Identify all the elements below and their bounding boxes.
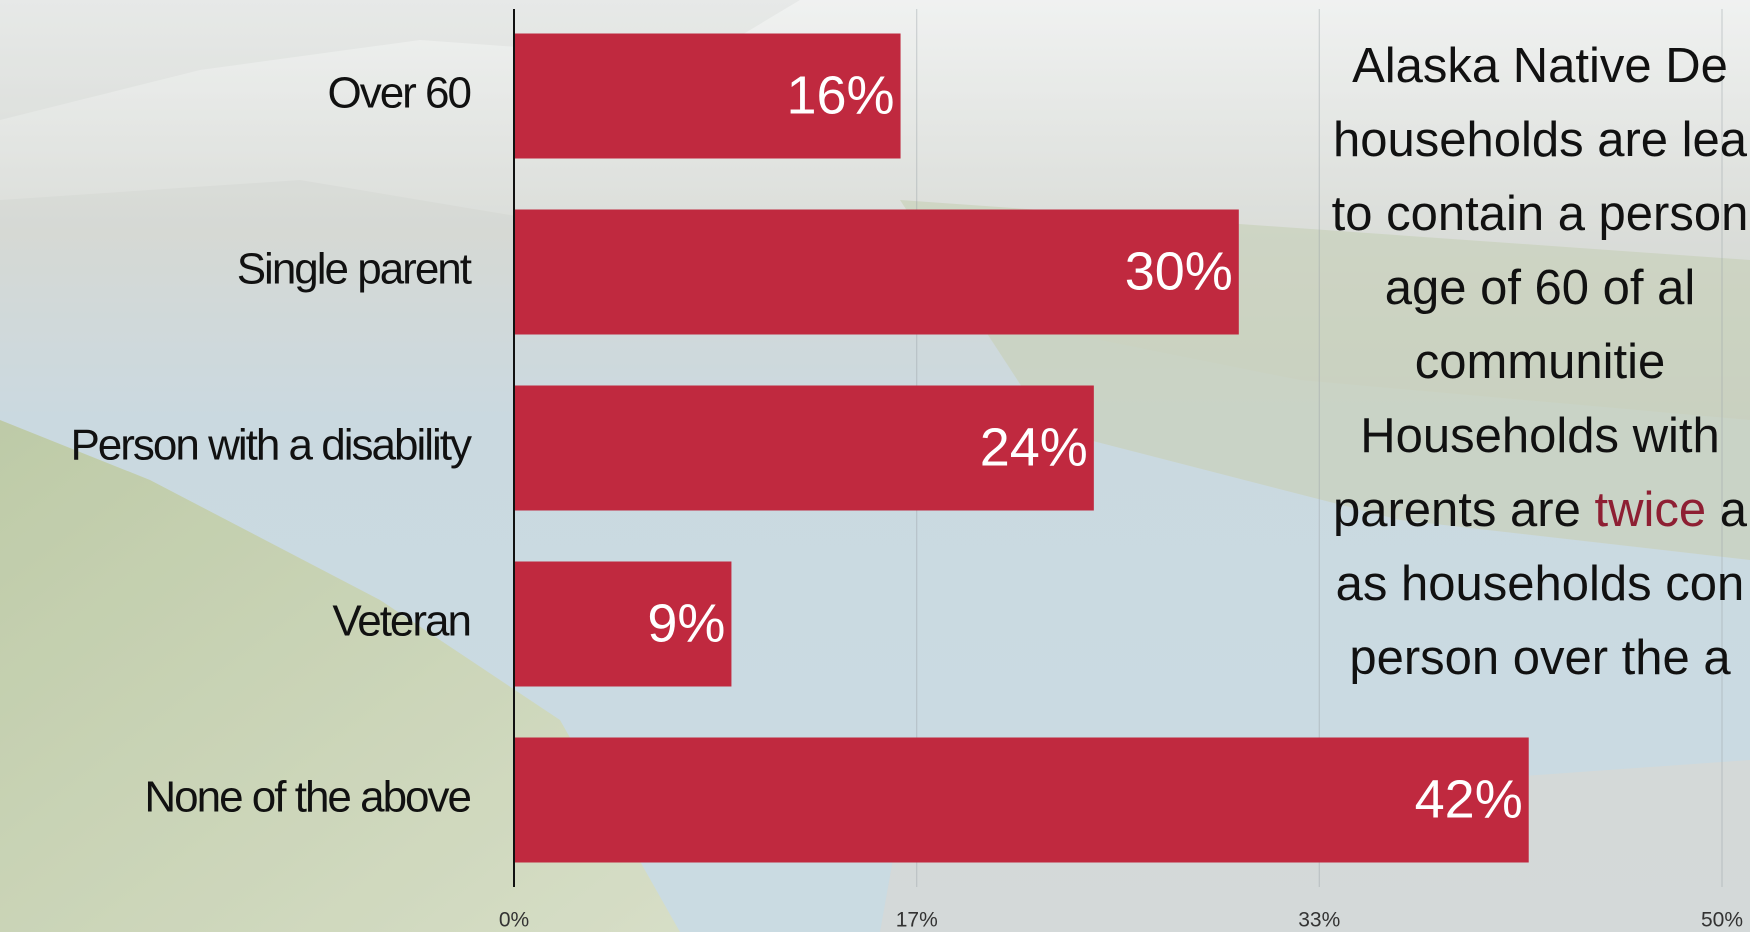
annotation-before: parents are bbox=[1333, 483, 1595, 537]
value-label: 9% bbox=[647, 593, 725, 653]
value-label: 16% bbox=[786, 65, 894, 125]
category-label: None of the above bbox=[144, 773, 470, 822]
annotation-highlight: twice bbox=[1594, 483, 1706, 537]
x-tick-label: 0% bbox=[499, 909, 529, 932]
annotation-line: Households with bbox=[1360, 409, 1720, 463]
annotation-line: to contain a person bbox=[1332, 187, 1749, 241]
annotation-line: as households con bbox=[1336, 557, 1745, 611]
annotation-line: parents are twice a bbox=[1333, 483, 1748, 537]
annotation-line: age of 60 of al bbox=[1385, 261, 1696, 315]
bar bbox=[514, 209, 1239, 335]
bar bbox=[514, 385, 1094, 511]
category-label: Veteran bbox=[332, 597, 470, 646]
category-label: Over 60 bbox=[327, 69, 470, 118]
annotation-after: a bbox=[1706, 483, 1748, 537]
bar bbox=[514, 737, 1529, 863]
annotation-line: person over the a bbox=[1349, 631, 1731, 685]
plot-area: 0% 17% 33% 50% Over 60 16% Single parent 30% Per… bbox=[70, 9, 1748, 932]
category-label: Single parent bbox=[237, 245, 472, 294]
bar bbox=[514, 33, 901, 159]
value-label: 24% bbox=[980, 417, 1088, 477]
bar bbox=[514, 561, 732, 687]
value-label: 30% bbox=[1125, 241, 1233, 301]
annotation-line: Alaska Native De bbox=[1352, 39, 1728, 93]
category-label: Person with a disability bbox=[70, 421, 472, 470]
annotation-line: households are lea bbox=[1333, 113, 1748, 167]
x-tick-label: 17% bbox=[896, 909, 938, 932]
value-label: 42% bbox=[1415, 769, 1523, 829]
x-tick-label: 33% bbox=[1298, 909, 1340, 932]
annotation-line: communitie bbox=[1415, 335, 1666, 389]
x-tick-label: 50% bbox=[1701, 909, 1743, 932]
